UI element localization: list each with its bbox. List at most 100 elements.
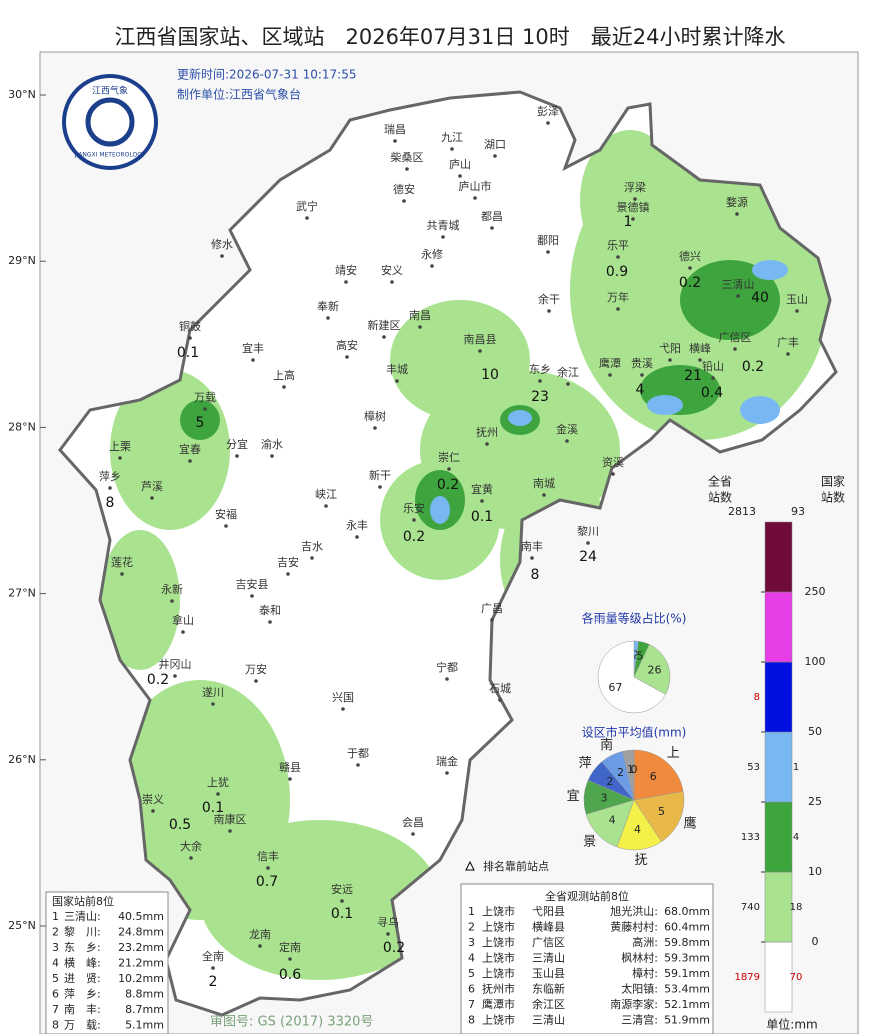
place-label: 金溪 xyxy=(556,422,578,436)
table-cell: 余江区 xyxy=(532,997,565,1011)
place-label: 婺源 xyxy=(726,195,748,209)
table-cell: 24.8mm xyxy=(118,926,164,939)
pie-category: 萍 xyxy=(579,756,592,771)
place-label: 分宜 xyxy=(226,437,248,451)
place-dot xyxy=(736,294,740,298)
footer: 审图号: GS (2017) 3320号 xyxy=(210,1015,373,1030)
place-dot xyxy=(108,486,112,490)
place-label: 寻乌 xyxy=(377,915,399,929)
place-dot xyxy=(586,541,590,545)
place-label: 吉安 xyxy=(277,555,299,569)
station-value: 0.1 xyxy=(177,345,199,361)
place-label: 景德镇 xyxy=(617,200,650,214)
place-dot xyxy=(542,493,546,497)
place-dot xyxy=(547,309,551,313)
place-label: 石城 xyxy=(489,682,511,695)
station-value: 0.5 xyxy=(169,817,191,833)
place-label: 萍乡 xyxy=(99,470,121,483)
pie-category: 鹰 xyxy=(684,816,697,832)
pie-label: 4 xyxy=(634,823,641,836)
legend-threshold: 10 xyxy=(808,865,822,878)
table-cell: 4 xyxy=(468,952,475,965)
legend-count: 1879 xyxy=(735,972,760,983)
place-dot xyxy=(173,674,177,678)
table-cell: 52.1mm xyxy=(664,998,710,1011)
place-dot xyxy=(668,358,672,362)
place-label: 南丰 xyxy=(521,540,543,553)
station-value: 24 xyxy=(579,549,597,565)
place-label: 南昌 xyxy=(409,309,431,322)
place-label: 黎川 xyxy=(577,524,599,538)
table-cell: 5.1mm xyxy=(125,1019,164,1032)
title: 江西省国家站、区域站 2026年07月31日 10时 最近24小时累计降水 xyxy=(114,25,785,49)
legend-swatch xyxy=(764,731,793,803)
table-cell: 枫林村: xyxy=(621,951,658,965)
place-label: 资溪 xyxy=(602,456,624,469)
table-cell: 5 xyxy=(468,967,475,980)
pie-slice xyxy=(597,640,666,714)
place-label: 宜丰 xyxy=(242,341,264,355)
station-value: 0.2 xyxy=(679,275,701,291)
table-cell: 上饶市 xyxy=(482,920,515,934)
station-value: 0.1 xyxy=(331,906,353,922)
table-cell: 玉山县 xyxy=(532,967,565,980)
place-dot xyxy=(566,382,570,386)
legend-threshold: 100 xyxy=(805,655,826,668)
place-dot xyxy=(411,832,415,836)
legend-threshold: 0 xyxy=(812,935,819,948)
note-icon xyxy=(465,860,475,871)
place-label: 余江 xyxy=(557,365,579,379)
place-label: 樟树 xyxy=(364,409,386,423)
table-cell: 鹰潭市 xyxy=(482,997,515,1011)
place-label: 瑞昌 xyxy=(384,122,406,136)
place-dot xyxy=(447,467,451,471)
place-dot xyxy=(220,254,224,258)
place-dot xyxy=(254,679,258,683)
station-value: 2 xyxy=(209,974,218,990)
table-cell: 8.8mm xyxy=(125,988,164,1001)
place-label: 安福 xyxy=(215,507,237,521)
pie-title: 设区市平均值(mm) xyxy=(582,725,687,740)
place-dot xyxy=(224,524,228,528)
place-dot xyxy=(631,217,635,221)
table-cell: 59.8mm xyxy=(664,936,710,949)
place-label: 南康区 xyxy=(214,812,247,826)
place-label: 都昌 xyxy=(481,210,503,223)
place-dot xyxy=(608,373,612,377)
table-cell: 黄藤村村: xyxy=(610,920,658,934)
table-cell: 51.9mm xyxy=(664,1014,710,1027)
lat-label: 30°N xyxy=(8,88,36,101)
place-dot xyxy=(616,255,620,259)
place-dot xyxy=(251,358,255,362)
station-value: 0.2 xyxy=(742,359,764,375)
table-cell: 弋阳县 xyxy=(532,905,565,918)
place-label: 永丰 xyxy=(346,518,368,532)
pie-label: 2 xyxy=(617,766,624,779)
legend-swatch xyxy=(764,661,793,733)
place-label: 泰和 xyxy=(259,603,281,617)
place-label: 上栗 xyxy=(109,440,131,453)
legend-swatch xyxy=(764,801,793,873)
table-cell: 6 xyxy=(52,988,59,1001)
rain-area xyxy=(430,496,450,524)
table-cell: 8 xyxy=(52,1019,59,1032)
table-cell: 横峰县 xyxy=(532,920,565,934)
place-dot xyxy=(395,379,399,383)
place-dot xyxy=(235,454,239,458)
legend-swatch xyxy=(764,521,793,593)
place-label: 南城 xyxy=(533,477,555,490)
table-cell: 三清宫: xyxy=(621,1013,658,1027)
legend-threshold: 25 xyxy=(808,795,822,808)
place-dot xyxy=(402,199,406,203)
place-dot xyxy=(640,373,644,377)
place-dot xyxy=(441,235,445,239)
place-dot xyxy=(324,504,328,508)
table-cell: 1 xyxy=(52,910,59,923)
place-label: 安远 xyxy=(331,882,353,896)
table-title: 国家站前8位 xyxy=(52,894,114,908)
table-cell: 7 xyxy=(468,998,475,1011)
pie-label: 5 xyxy=(637,649,644,662)
table-cell: 5 xyxy=(52,972,59,985)
legend-swatch xyxy=(764,941,793,1013)
